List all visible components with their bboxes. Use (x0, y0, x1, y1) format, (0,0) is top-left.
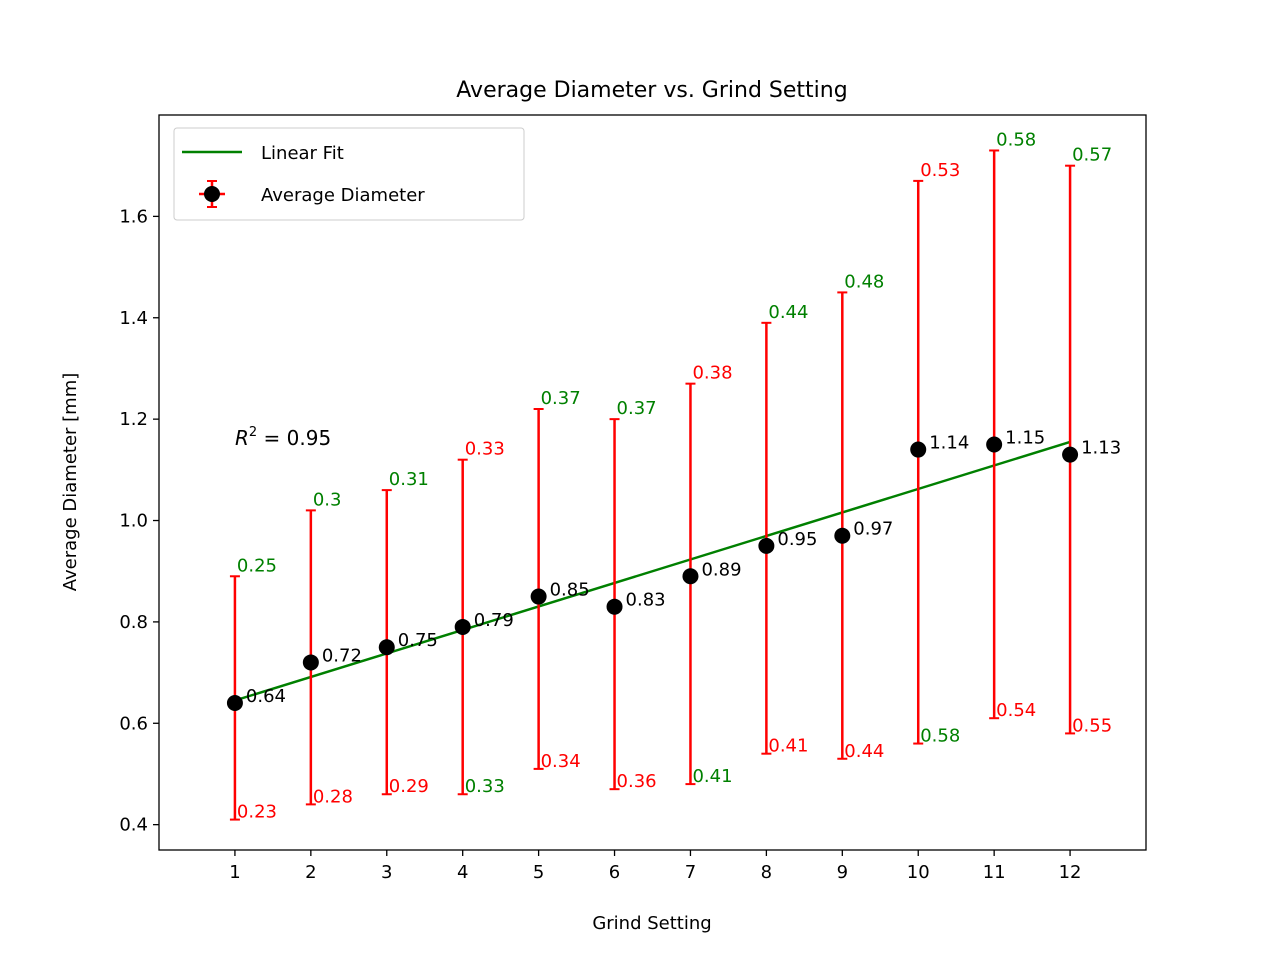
lower-error-label: 0.34 (541, 751, 581, 772)
value-label: 0.97 (853, 519, 893, 540)
r-squared-annotation: R2 = 0.95 (235, 425, 331, 450)
data-point (1062, 446, 1079, 463)
upper-error-label: 0.44 (768, 302, 808, 323)
value-label: 1.13 (1081, 438, 1121, 459)
upper-error-label: 0.33 (465, 439, 505, 460)
plot-area (158, 114, 1147, 851)
lower-error-label: 0.54 (996, 700, 1036, 721)
lower-error-label: 0.44 (844, 741, 884, 762)
upper-error-label: 0.3 (313, 489, 342, 510)
y-axis-label: Average Diameter [mm] (60, 373, 81, 592)
lower-error-label: 0.28 (313, 786, 353, 807)
legend-diameter-label: Average Diameter (261, 185, 425, 206)
data-point (302, 654, 319, 671)
upper-error-label: 0.31 (389, 469, 429, 490)
lower-error-label: 0.58 (920, 726, 960, 747)
value-label: 0.95 (777, 529, 817, 550)
x-tick-label: 11 (983, 862, 1006, 883)
r2-superscript: 2 (249, 425, 257, 440)
chart-title: Average Diameter vs. Grind Setting (456, 78, 847, 103)
upper-error-label: 0.37 (541, 388, 581, 409)
upper-error-label: 0.25 (237, 555, 277, 576)
data-point (834, 527, 851, 544)
y-tick-label: 0.8 (119, 612, 148, 633)
data-point (682, 568, 699, 585)
x-tick-label: 3 (381, 862, 392, 883)
fit-line (234, 440, 1071, 702)
x-tick-label: 5 (533, 862, 544, 883)
lower-error-label: 0.41 (768, 736, 808, 757)
upper-error-label: 0.38 (692, 363, 732, 384)
value-label: 0.75 (398, 630, 438, 651)
x-tick-label: 12 (1059, 862, 1082, 883)
y-tick-label: 0.6 (119, 713, 148, 734)
y-tick-label: 1.6 (119, 206, 148, 227)
r2-value: = 0.95 (257, 426, 331, 450)
y-tick-label: 1.0 (119, 511, 148, 532)
data-point (758, 537, 775, 554)
value-label: 0.89 (701, 559, 741, 580)
upper-error-label: 0.48 (844, 271, 884, 292)
error-bars-layer (229, 149, 1076, 821)
lower-error-label: 0.36 (617, 771, 657, 792)
lower-error-label: 0.29 (389, 776, 429, 797)
y-tick-label: 0.4 (119, 815, 148, 836)
data-point (454, 618, 471, 635)
y-tick-label: 1.4 (119, 308, 148, 329)
y-tick-label: 1.2 (119, 409, 148, 430)
lower-error-label: 0.55 (1072, 715, 1112, 736)
x-tick-label: 2 (305, 862, 316, 883)
x-tick-label: 10 (907, 862, 930, 883)
value-label: 1.14 (929, 433, 969, 454)
upper-error-label: 0.53 (920, 160, 960, 181)
data-point (910, 441, 927, 458)
lower-error-label: 0.41 (692, 766, 732, 787)
legend-fit-label: Linear Fit (261, 143, 344, 164)
value-label: 0.72 (322, 645, 362, 666)
x-tick-label: 1 (229, 862, 240, 883)
value-label: 0.79 (474, 610, 514, 631)
x-axis-label: Grind Setting (592, 913, 711, 934)
legend: Linear Fit Average Diameter (173, 127, 525, 221)
r2-symbol: R (235, 426, 249, 450)
x-axis: 1 2 3 4 5 6 7 8 9 10 11 12 (229, 850, 1082, 883)
y-axis: 0.4 0.6 0.8 1.0 1.2 1.4 1.6 (119, 206, 159, 836)
upper-error-label: 0.58 (996, 129, 1036, 150)
points-layer (226, 436, 1079, 711)
value-label: 0.83 (626, 590, 666, 611)
lower-error-label: 0.33 (465, 776, 505, 797)
data-point (226, 695, 243, 711)
upper-error-label: 0.37 (617, 398, 657, 419)
value-label: 1.15 (1005, 427, 1045, 448)
legend-frame (173, 127, 525, 221)
legend-marker (204, 186, 220, 202)
fit-line-layer (234, 440, 1071, 702)
x-tick-label: 8 (761, 862, 772, 883)
value-label: 0.64 (246, 686, 286, 707)
data-point (606, 598, 623, 615)
data-point (530, 588, 547, 605)
x-tick-label: 9 (837, 862, 848, 883)
upper-error-label: 0.57 (1072, 145, 1112, 166)
data-point (986, 436, 1003, 453)
x-tick-label: 4 (457, 862, 468, 883)
value-label: 0.85 (550, 580, 590, 601)
data-point (378, 639, 395, 656)
lower-error-label: 0.23 (237, 802, 277, 823)
x-tick-label: 7 (685, 862, 696, 883)
data-labels-layer: 0.64 0.25 0.23 0.72 0.3 0.28 0.75 0.31 0.29 0.79 0… (237, 129, 1121, 822)
x-tick-label: 6 (609, 862, 620, 883)
